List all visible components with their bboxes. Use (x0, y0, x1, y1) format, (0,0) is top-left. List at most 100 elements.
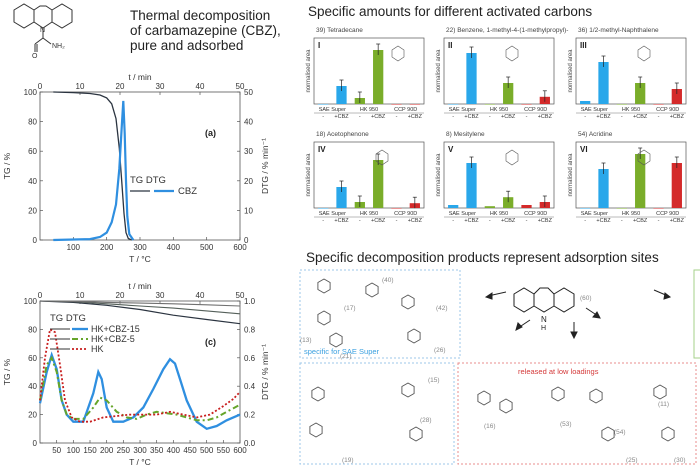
bar-panel-frame (575, 141, 687, 209)
y-tick-label: 80 (28, 325, 37, 334)
bar (484, 104, 495, 105)
y-tick-label: 80 (28, 118, 37, 127)
bar (635, 154, 646, 208)
y2-tick-label: 0.8 (244, 325, 256, 334)
roman-label: II (448, 41, 452, 50)
product-number: (11) (658, 401, 669, 408)
x2-tick-label: 40 (196, 291, 205, 300)
molecule-sketch (637, 45, 651, 62)
sub-label-minus: - (489, 218, 491, 224)
released-label: released at low loadings (518, 367, 599, 376)
legend-header-c: TG DTG (50, 313, 86, 324)
x2-tick-label: 10 (76, 82, 85, 91)
bar (635, 83, 646, 104)
x-tick-label: 300 (133, 243, 147, 252)
series-line-dtg-hk (39, 327, 241, 423)
x2-tick-label: 0 (38, 82, 43, 91)
svg-text:O: O (32, 53, 38, 60)
x-tick-label: 400 (167, 243, 181, 252)
group-label: SAE Super (449, 107, 476, 113)
plot-frame (39, 91, 241, 241)
sub-label-cbz: +CBZ (334, 114, 349, 120)
y-tick-label: 60 (28, 354, 37, 363)
roman-label: VI (580, 145, 588, 154)
product-molecule (477, 390, 491, 406)
bar-panel-title: 8) Mesitylene (446, 131, 485, 138)
x2-tick-label: 0 (38, 291, 43, 300)
bar (391, 104, 402, 105)
x-tick-label: 400 (167, 446, 181, 455)
molecule-sketch (637, 149, 651, 166)
bar-panel-frame (443, 37, 555, 105)
bar (616, 208, 627, 209)
series-line-tg-hk-cbz-15 (39, 300, 241, 325)
product-molecule (499, 398, 513, 414)
legend-label-c: HK+CBZ-5 (91, 334, 135, 344)
sub-label-cbz: +CBZ (670, 218, 685, 224)
x-tick-label: 600 (233, 446, 247, 455)
bar-panel-title: 54) Acridine (578, 131, 613, 138)
specific-for-label: specific for SAE Super (304, 347, 380, 356)
product-number: (54) (614, 429, 626, 436)
group-label: CCP 90D (524, 107, 547, 113)
x2-tick-label: 20 (116, 291, 125, 300)
group-label: CCP 90D (656, 211, 679, 217)
y-tick-label: 20 (28, 206, 37, 215)
product-number: (30) (674, 457, 686, 464)
x-axis-label: T / °C (129, 457, 151, 467)
y-tick-label: 40 (28, 177, 37, 186)
product-number: (19) (342, 457, 354, 464)
x-tick-label: 450 (183, 446, 197, 455)
sub-label-minus: - (452, 218, 454, 224)
y-tick-label: 60 (28, 147, 37, 156)
sub-label-cbz: +CBZ (371, 114, 386, 120)
specific-amounts-title: Specific amounts for different activated… (308, 4, 593, 19)
sub-label-cbz: +CBZ (334, 218, 349, 224)
bar (336, 86, 347, 104)
product-molecule (601, 426, 615, 442)
x2-tick-label: 50 (236, 291, 245, 300)
sub-label-cbz: +CBZ (670, 114, 685, 120)
group-label: CCP 90D (524, 211, 547, 217)
x-tick-label: 100 (67, 446, 81, 455)
green-box-edge (693, 269, 700, 359)
bar-panel-iii: 36) 1/2-methyl-Naphthalene III normalised … (568, 27, 687, 120)
group-label: SAE Super (581, 211, 608, 217)
amine-label: NH₂ (52, 43, 65, 50)
bar (336, 187, 347, 208)
molecule-sketch (375, 149, 389, 166)
sae-box (299, 269, 461, 359)
sub-label-minus: - (526, 218, 528, 224)
product-molecule (653, 384, 667, 400)
panel-label-c: (c) (205, 337, 216, 347)
sub-label-minus: - (359, 114, 361, 120)
products-diagram: (17) (40) (42) (13) (21) (26) (15) (19) (28) (16)… (299, 269, 700, 465)
x-tick-label: 350 (150, 446, 164, 455)
bar (484, 206, 495, 208)
bar (373, 160, 384, 208)
roman-label: I (318, 41, 320, 50)
y-tick-label: 0 (33, 236, 38, 245)
x-tick-label: 50 (52, 446, 61, 455)
product-number: (28) (420, 417, 432, 424)
sub-label-minus: - (322, 114, 324, 120)
bar-panel-frame (575, 37, 687, 105)
sub-label-cbz: +CBZ (501, 114, 516, 120)
bar (671, 163, 682, 208)
group-label: HK 950 (490, 107, 508, 113)
x2-tick-label: 20 (116, 82, 125, 91)
x-tick-label: 600 (233, 243, 247, 252)
bar-ylabel: normalised area (306, 153, 312, 197)
x2-tick-label: 30 (156, 82, 165, 91)
sub-label-minus: - (396, 218, 398, 224)
sub-label-cbz: +CBZ (464, 218, 479, 224)
thermal-title: Thermal decomposition of carbamazepine (… (130, 8, 281, 53)
product-number: (26) (434, 347, 446, 354)
product-number: (40) (382, 277, 394, 284)
x2-tick-label: 50 (236, 82, 245, 91)
